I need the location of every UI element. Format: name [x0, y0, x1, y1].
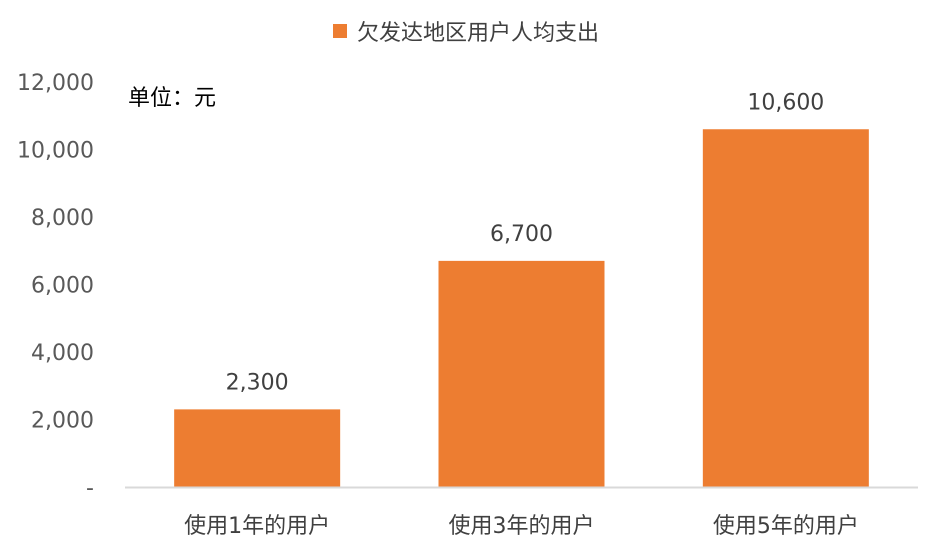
y-tick-label: 6,000 — [31, 274, 94, 299]
bar — [174, 409, 341, 487]
bar — [438, 260, 605, 487]
legend-label: 欠发达地区用户人均支出 — [357, 21, 600, 46]
x-axis-category-labels: 使用1年的用户 使用3年的用户 使用5年的用户 — [184, 514, 859, 539]
bar-value-label: 2,300 — [226, 370, 289, 395]
legend-swatch — [333, 24, 347, 38]
x-category-label: 使用3年的用户 — [449, 514, 595, 539]
data-labels: 2,300 6,700 10,600 — [226, 90, 825, 395]
y-tick-label: 4,000 — [31, 341, 94, 366]
y-axis-tick-labels: - 2,000 4,000 6,000 8,000 10,000 12,000 — [17, 71, 94, 501]
bars — [174, 129, 869, 487]
legend: 欠发达地区用户人均支出 — [333, 14, 599, 48]
bar — [702, 129, 869, 487]
unit-note: 单位：元 — [128, 86, 217, 111]
x-category-label: 使用1年的用户 — [184, 514, 330, 539]
bar-value-label: 10,600 — [747, 90, 824, 115]
bar-value-label: 6,700 — [490, 222, 553, 247]
y-tick-label: - — [86, 476, 94, 501]
y-tick-label: 10,000 — [17, 139, 94, 164]
y-tick-label: 12,000 — [17, 71, 94, 96]
y-tick-label: 2,000 — [31, 409, 94, 434]
y-tick-label: 8,000 — [31, 206, 94, 231]
x-category-label: 使用5年的用户 — [713, 514, 859, 539]
